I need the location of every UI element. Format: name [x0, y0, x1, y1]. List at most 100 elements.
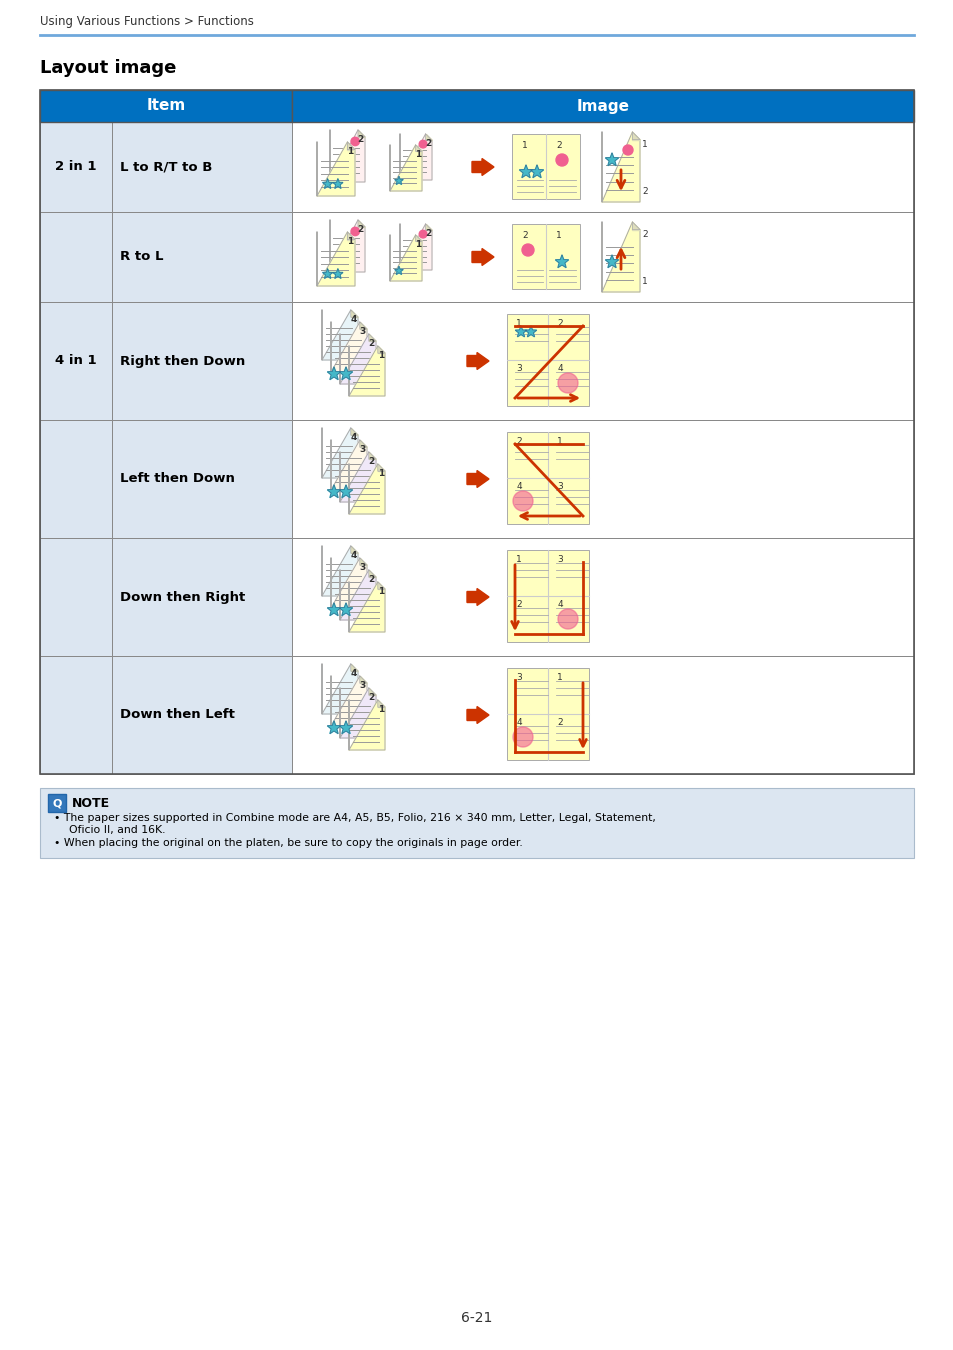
Polygon shape [555, 255, 568, 267]
FancyArrow shape [472, 158, 494, 176]
Polygon shape [425, 134, 432, 140]
Polygon shape [339, 452, 375, 502]
Circle shape [513, 728, 533, 747]
Polygon shape [377, 701, 385, 707]
Text: 1: 1 [377, 587, 383, 595]
Text: Using Various Functions > Functions: Using Various Functions > Functions [40, 15, 253, 28]
Polygon shape [322, 310, 357, 360]
Text: Down then Right: Down then Right [120, 590, 245, 603]
FancyArrow shape [467, 471, 489, 487]
Text: 3: 3 [359, 446, 365, 454]
Circle shape [521, 244, 534, 256]
Text: 1: 1 [516, 555, 521, 564]
Text: 2: 2 [368, 339, 375, 348]
Polygon shape [349, 582, 385, 632]
Text: 4: 4 [350, 670, 356, 678]
Polygon shape [632, 132, 639, 139]
Bar [292, 420, 913, 539]
Polygon shape [359, 323, 367, 329]
Bar [40, 122, 112, 212]
Bar [506, 668, 588, 760]
Polygon shape [330, 130, 365, 182]
Polygon shape [339, 333, 375, 383]
Text: 1: 1 [415, 239, 421, 248]
Text: 2: 2 [556, 140, 561, 150]
Text: 2: 2 [357, 225, 363, 234]
Bar [512, 134, 579, 198]
Polygon shape [339, 570, 375, 620]
Polygon shape [331, 440, 367, 490]
Text: 1: 1 [377, 705, 383, 714]
FancyArrow shape [467, 589, 489, 606]
Polygon shape [377, 582, 385, 589]
Text: 1: 1 [557, 674, 562, 682]
Bar [40, 656, 112, 774]
Bar [112, 302, 292, 420]
Text: 3: 3 [359, 563, 365, 572]
Polygon shape [322, 545, 357, 595]
Polygon shape [339, 721, 353, 733]
Circle shape [351, 227, 359, 236]
Circle shape [558, 373, 578, 393]
Polygon shape [322, 178, 333, 189]
Text: 2: 2 [557, 319, 562, 328]
Text: 2: 2 [516, 599, 521, 609]
Polygon shape [347, 142, 355, 150]
Polygon shape [515, 325, 526, 338]
Text: 4: 4 [350, 551, 356, 560]
Polygon shape [601, 132, 639, 202]
Text: 4: 4 [557, 364, 562, 373]
Polygon shape [359, 558, 367, 566]
Text: Image: Image [576, 99, 629, 113]
Polygon shape [349, 346, 385, 396]
Polygon shape [347, 232, 355, 239]
Text: Right then Down: Right then Down [120, 355, 245, 367]
Bar [112, 656, 292, 774]
Text: • When placing the original on the platen, be sure to copy the originals in page: • When placing the original on the plate… [54, 838, 522, 848]
FancyArrow shape [472, 248, 494, 266]
Text: 2: 2 [641, 230, 647, 239]
Polygon shape [339, 603, 353, 616]
Text: 1: 1 [377, 468, 383, 478]
Polygon shape [349, 464, 385, 514]
Polygon shape [425, 224, 432, 231]
Text: 2: 2 [521, 231, 527, 240]
Polygon shape [359, 440, 367, 447]
Polygon shape [327, 721, 340, 733]
Polygon shape [327, 367, 340, 379]
Text: NOTE: NOTE [71, 796, 110, 810]
Polygon shape [331, 323, 367, 373]
Polygon shape [395, 177, 403, 185]
Polygon shape [322, 664, 357, 714]
Text: 4: 4 [516, 482, 521, 491]
Text: Layout image: Layout image [40, 59, 176, 77]
Text: Item: Item [146, 99, 186, 113]
Polygon shape [377, 346, 385, 354]
Text: 3: 3 [359, 327, 365, 336]
Polygon shape [339, 367, 353, 379]
Polygon shape [327, 603, 340, 616]
Polygon shape [333, 269, 342, 278]
Text: L to R/T to B: L to R/T to B [120, 161, 213, 174]
Bar [506, 315, 588, 406]
Polygon shape [530, 165, 543, 178]
Text: 1: 1 [641, 140, 647, 148]
Text: 1: 1 [377, 351, 383, 360]
Polygon shape [416, 144, 421, 151]
Text: 1: 1 [415, 150, 421, 158]
Polygon shape [416, 235, 421, 242]
Bar [48, 794, 66, 811]
Text: 2: 2 [368, 575, 375, 585]
Bar [112, 539, 292, 656]
Bar [40, 788, 913, 859]
Bar [292, 122, 913, 212]
Bar [112, 212, 292, 302]
Polygon shape [339, 688, 375, 738]
Polygon shape [605, 153, 618, 166]
Polygon shape [390, 144, 421, 190]
Text: 3: 3 [516, 364, 521, 373]
Text: R to L: R to L [120, 251, 163, 263]
Bar [112, 122, 292, 212]
Circle shape [351, 138, 359, 146]
Text: 3: 3 [557, 482, 562, 491]
